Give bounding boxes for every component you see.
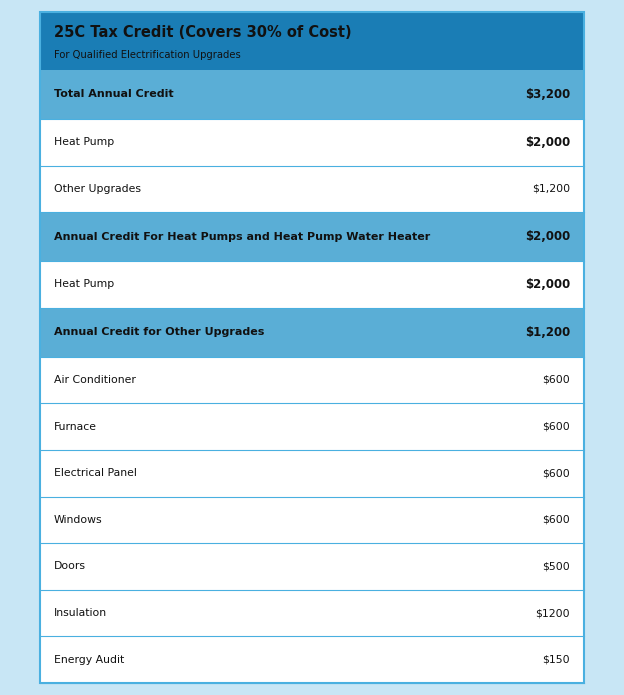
Bar	[40, 403, 584, 450]
Text: $1200: $1200	[535, 608, 570, 618]
Text: $600: $600	[542, 422, 570, 432]
Text: $500: $500	[542, 562, 570, 571]
Text: 25C Tax Credit (Covers 30% of Cost): 25C Tax Credit (Covers 30% of Cost)	[54, 25, 352, 40]
Text: Total Annual Credit: Total Annual Credit	[54, 90, 173, 99]
Text: $3,200: $3,200	[525, 88, 570, 101]
Bar	[40, 543, 584, 590]
Text: $600: $600	[542, 468, 570, 478]
Text: $600: $600	[542, 515, 570, 525]
Text: Windows: Windows	[54, 515, 102, 525]
Text: $150: $150	[542, 655, 570, 664]
Bar	[40, 12, 584, 70]
Bar	[40, 308, 584, 357]
Bar	[40, 637, 584, 683]
Text: Electrical Panel: Electrical Panel	[54, 468, 137, 478]
Text: Annual Credit for Other Upgrades: Annual Credit for Other Upgrades	[54, 327, 265, 337]
Text: Air Conditioner: Air Conditioner	[54, 375, 136, 385]
Bar	[40, 450, 584, 496]
Text: Heat Pump: Heat Pump	[54, 279, 114, 289]
Text: Energy Audit: Energy Audit	[54, 655, 124, 664]
Bar	[40, 357, 584, 403]
Bar	[40, 261, 584, 308]
Bar	[40, 12, 584, 683]
Bar	[40, 70, 584, 119]
Bar	[40, 212, 584, 261]
Text: Insulation: Insulation	[54, 608, 107, 618]
Text: For Qualified Electrification Upgrades: For Qualified Electrification Upgrades	[54, 51, 241, 60]
Bar	[40, 165, 584, 212]
Bar	[40, 119, 584, 165]
Bar	[40, 590, 584, 637]
Text: Other Upgrades: Other Upgrades	[54, 184, 141, 194]
Text: Annual Credit For Heat Pumps and Heat Pump Water Heater: Annual Credit For Heat Pumps and Heat Pu…	[54, 231, 431, 242]
Text: $1,200: $1,200	[532, 184, 570, 194]
Text: $2,000: $2,000	[525, 230, 570, 243]
Text: Doors: Doors	[54, 562, 86, 571]
Text: Furnace: Furnace	[54, 422, 97, 432]
Text: $2,000: $2,000	[525, 278, 570, 291]
Text: $600: $600	[542, 375, 570, 385]
Text: $2,000: $2,000	[525, 136, 570, 149]
Bar	[40, 496, 584, 543]
Text: Heat Pump: Heat Pump	[54, 137, 114, 147]
Text: $1,200: $1,200	[525, 326, 570, 338]
Bar	[40, 12, 584, 683]
